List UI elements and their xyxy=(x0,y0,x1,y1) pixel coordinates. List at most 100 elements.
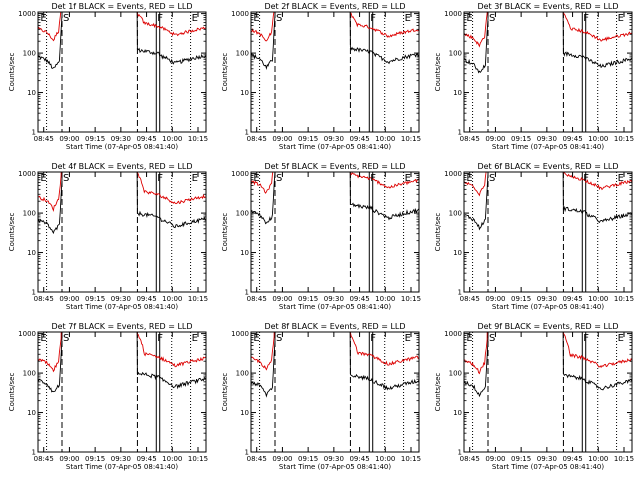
x-tick-label: 09:15 xyxy=(511,135,531,143)
x-tick-label: 10:00 xyxy=(375,135,395,143)
x-tick-label: 08:45 xyxy=(460,135,480,143)
marker-label: S xyxy=(489,333,495,344)
x-tick-label: 09:15 xyxy=(511,455,531,463)
x-axis-label: Start Time (07-Apr-05 08:41:40) xyxy=(66,463,178,471)
series-events-line xyxy=(38,172,206,235)
marker-label: E xyxy=(405,13,411,24)
y-axis-label: Counts/sec xyxy=(221,373,229,412)
series-lld-line xyxy=(464,172,632,197)
series-lld-line xyxy=(38,332,206,373)
panel-title: Det 8f BLACK = Events, RED = LLD xyxy=(264,322,405,331)
series-events-line xyxy=(464,12,632,74)
marker-label: E xyxy=(466,173,472,184)
x-tick-label: 10:15 xyxy=(401,455,421,463)
panel-title: Det 1f BLACK = Events, RED = LLD xyxy=(51,2,192,11)
marker-label: E xyxy=(192,333,198,344)
x-tick-label: 10:15 xyxy=(401,295,421,303)
y-tick-label: 100 xyxy=(236,210,249,218)
marker-label: F xyxy=(370,13,376,24)
y-tick-label: 10 xyxy=(453,409,462,417)
y-tick-label: 10 xyxy=(27,89,36,97)
panel-title: Det 5f BLACK = Events, RED = LLD xyxy=(264,162,405,171)
x-tick-label: 10:15 xyxy=(614,135,634,143)
marker-label: E xyxy=(466,13,472,24)
y-tick-label: 1 xyxy=(245,289,249,297)
marker-label: F xyxy=(583,333,589,344)
x-tick-label: 10:00 xyxy=(162,295,182,303)
x-tick-label: 09:00 xyxy=(485,295,505,303)
marker-label: F xyxy=(583,13,589,24)
series-events-line xyxy=(38,12,206,69)
y-axis-label: Counts/sec xyxy=(8,53,16,92)
marker-label: S xyxy=(276,13,282,24)
x-tick-label: 09:15 xyxy=(85,135,105,143)
y-tick-label: 100 xyxy=(23,370,36,378)
series-lld-line xyxy=(251,12,419,42)
panel-title: Det 3f BLACK = Events, RED = LLD xyxy=(477,2,618,11)
y-tick-label: 100 xyxy=(236,50,249,58)
x-tick-label: 10:00 xyxy=(375,455,395,463)
x-tick-label: 09:30 xyxy=(111,135,131,143)
x-tick-label: 09:15 xyxy=(85,295,105,303)
series-lld-line xyxy=(464,332,632,375)
marker-label: S xyxy=(276,333,282,344)
x-axis-label: Start Time (07-Apr-05 08:41:40) xyxy=(492,303,604,311)
y-axis-label: Counts/sec xyxy=(221,213,229,252)
marker-label: E xyxy=(40,13,46,24)
marker-label: E xyxy=(466,333,472,344)
series-events-line xyxy=(464,172,632,231)
x-tick-label: 09:30 xyxy=(111,455,131,463)
y-tick-label: 10 xyxy=(453,249,462,257)
series-events-line xyxy=(251,12,419,71)
x-tick-label: 09:30 xyxy=(324,135,344,143)
x-tick-label: 10:15 xyxy=(188,295,208,303)
marker-label: E xyxy=(40,173,46,184)
y-tick-label: 1000 xyxy=(231,330,249,338)
y-tick-label: 1 xyxy=(32,289,36,297)
y-axis-label: Counts/sec xyxy=(8,373,16,412)
marker-label: E xyxy=(405,173,411,184)
y-tick-label: 1000 xyxy=(444,170,462,178)
x-tick-label: 09:00 xyxy=(485,135,505,143)
plot-frame xyxy=(250,331,420,453)
x-tick-label: 09:45 xyxy=(562,455,582,463)
x-tick-label: 09:30 xyxy=(111,295,131,303)
marker-label: S xyxy=(489,13,495,24)
y-tick-label: 10 xyxy=(453,89,462,97)
panel-title: Det 6f BLACK = Events, RED = LLD xyxy=(477,162,618,171)
y-tick-label: 1 xyxy=(458,289,462,297)
x-axis-label: Start Time (07-Apr-05 08:41:40) xyxy=(66,303,178,311)
x-tick-label: 10:00 xyxy=(588,455,608,463)
series-events-line xyxy=(251,172,419,225)
x-axis-label: Start Time (07-Apr-05 08:41:40) xyxy=(492,143,604,151)
panel-title: Det 2f BLACK = Events, RED = LLD xyxy=(264,2,405,11)
y-tick-label: 1000 xyxy=(18,10,36,18)
marker-label: F xyxy=(583,173,589,184)
x-axis-label: Start Time (07-Apr-05 08:41:40) xyxy=(492,463,604,471)
marker-label: E xyxy=(253,333,259,344)
y-tick-label: 1000 xyxy=(18,330,36,338)
y-axis-label: Counts/sec xyxy=(434,373,442,412)
series-lld-line xyxy=(38,172,206,212)
x-tick-label: 10:00 xyxy=(162,135,182,143)
marker-label: E xyxy=(192,13,198,24)
x-tick-label: 08:45 xyxy=(247,455,267,463)
x-axis-label: Start Time (07-Apr-05 08:41:40) xyxy=(279,143,391,151)
y-tick-label: 10 xyxy=(27,409,36,417)
x-tick-label: 09:30 xyxy=(537,455,557,463)
marker-label: S xyxy=(63,13,69,24)
x-tick-label: 08:45 xyxy=(34,295,54,303)
x-axis-label: Start Time (07-Apr-05 08:41:40) xyxy=(279,463,391,471)
y-axis-label: Counts/sec xyxy=(8,213,16,252)
y-tick-label: 100 xyxy=(236,370,249,378)
x-tick-label: 10:00 xyxy=(588,135,608,143)
series-events-line xyxy=(251,332,419,398)
plot-frame xyxy=(463,171,633,293)
plot-frame xyxy=(37,171,207,293)
series-events-line xyxy=(464,332,632,398)
